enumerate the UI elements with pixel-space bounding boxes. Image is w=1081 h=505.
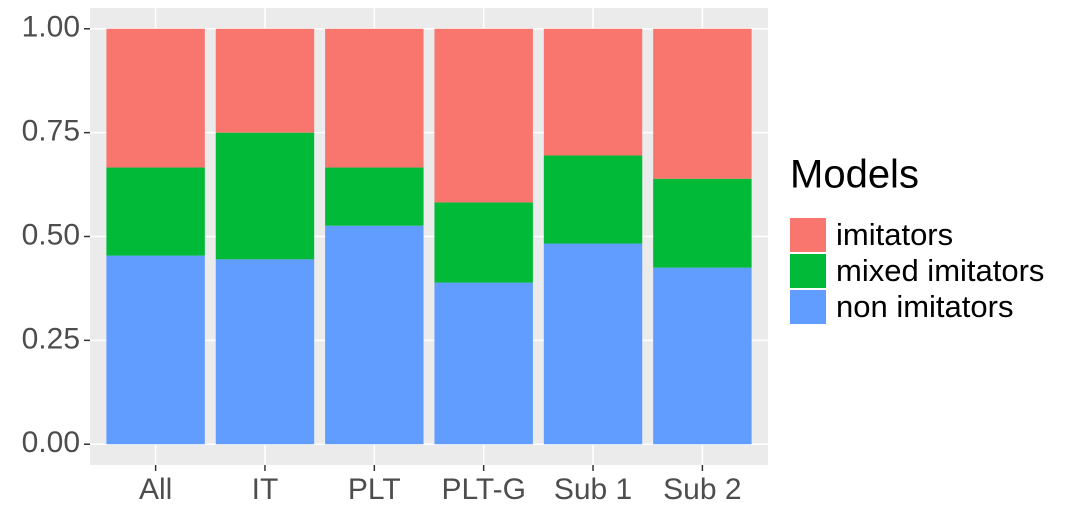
bar-segment xyxy=(215,28,315,133)
legend-key xyxy=(790,290,826,324)
y-tick-label: 0.25 xyxy=(22,322,80,355)
bar-segment xyxy=(543,28,643,156)
bar-segment xyxy=(543,243,643,445)
y-tick-label: 0.50 xyxy=(22,218,80,251)
bar-segment xyxy=(434,28,533,203)
bar-segment xyxy=(653,178,752,268)
x-tick-label: PLT xyxy=(348,473,401,505)
bar-segment xyxy=(325,167,424,226)
bar-segment xyxy=(106,28,205,168)
x-tick-label: Sub 2 xyxy=(663,473,741,505)
legend-key xyxy=(790,218,826,252)
bar-segment xyxy=(106,255,205,445)
bar-segment xyxy=(434,282,533,445)
x-tick-label: Sub 1 xyxy=(554,473,632,505)
bar-segment xyxy=(325,225,424,445)
x-tick-label: IT xyxy=(252,473,279,505)
legend-label: mixed imitators xyxy=(836,253,1044,288)
y-tick-label: 1.00 xyxy=(22,11,80,44)
legend-key xyxy=(790,254,826,288)
legend-label: non imitators xyxy=(836,289,1013,324)
bar-segment xyxy=(434,202,533,283)
bar-segment xyxy=(215,259,315,445)
bar-segment xyxy=(325,28,424,168)
bar-segment xyxy=(653,267,752,445)
bar-segment xyxy=(106,167,205,256)
x-tick-label: PLT-G xyxy=(441,473,525,505)
bar-segment xyxy=(215,132,315,260)
x-tick-label: All xyxy=(139,473,172,505)
legend-title: Models xyxy=(790,153,919,197)
y-tick-label: 0.75 xyxy=(22,115,80,148)
legend-label: imitators xyxy=(836,217,953,252)
bar-segment xyxy=(653,28,752,179)
bar-segment xyxy=(543,155,643,244)
y-tick-label: 0.00 xyxy=(22,426,80,459)
